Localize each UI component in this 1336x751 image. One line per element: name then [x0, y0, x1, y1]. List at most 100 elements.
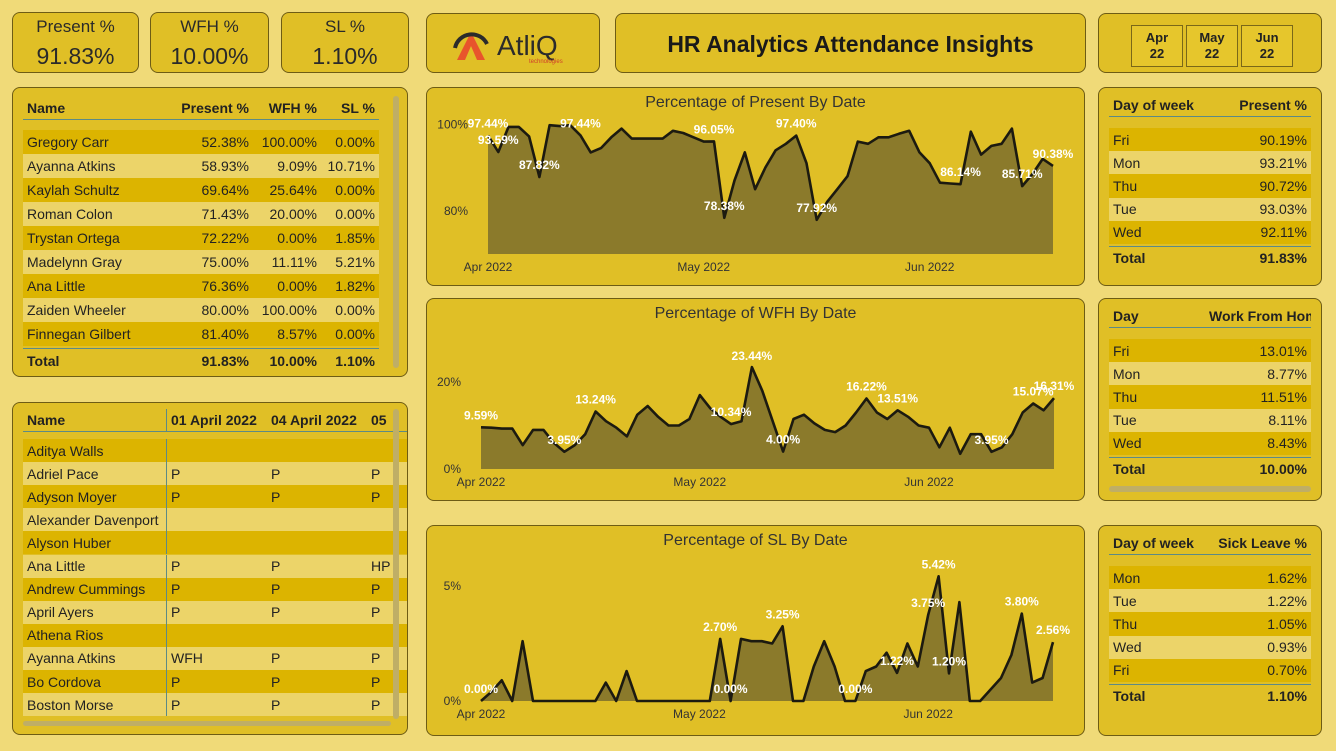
kpi-card: SL % 1.10% — [281, 12, 409, 73]
y-tick-label: 100% — [437, 117, 468, 131]
month-button[interactable]: Apr 22 — [1131, 25, 1183, 67]
table-row: Aditya Walls — [23, 439, 407, 463]
data-label: 0.00% — [838, 682, 872, 696]
table-cell: Name — [27, 99, 66, 116]
table-row: Thu 90.72% — [1109, 174, 1311, 198]
attendance-table: Name 01 April 2022 04 April 2022 05 Aditya W… — [12, 402, 408, 735]
table-cell: Alexander Davenport — [23, 508, 167, 532]
table-cell: P — [171, 604, 181, 621]
table-cell: Aditya Walls — [23, 439, 167, 463]
total-row: Total 91.83% — [1109, 246, 1311, 269]
logo-card: AtliQ technologies — [426, 13, 600, 73]
data-label: 2.70% — [703, 620, 737, 634]
table-cell: Sick Leave % — [1218, 535, 1307, 552]
table-row: Thu 1.05% — [1109, 612, 1311, 636]
chart: Percentage of Present By Date Apr 2022 May… — [437, 94, 1074, 274]
data-label: 16.22% — [846, 380, 887, 394]
chart-card: Percentage of Present By Date Apr 2022 May… — [426, 87, 1085, 286]
dashboard-title: HR Analytics Attendance Insights — [667, 31, 1034, 57]
x-tick-label: Apr 2022 — [464, 260, 513, 274]
table-cell: Ayanna Atkins — [27, 158, 116, 174]
table-cell: 1.22% — [1267, 592, 1307, 609]
table-cell: 05 — [371, 412, 387, 429]
table-row: Tue 93.03% — [1109, 197, 1311, 221]
table-row: Ayanna Atkins 58.93% 9.09% 10.71% — [23, 154, 379, 178]
table-cell: WFH % — [268, 99, 317, 116]
table-cell: 92.11% — [1260, 224, 1307, 241]
table-cell: 100.00% — [261, 134, 317, 150]
table-row: Madelynn Gray 75.00% 11.11% 5.21% — [23, 250, 379, 274]
data-label: 97.44% — [560, 116, 601, 130]
table-cell: P — [371, 696, 381, 713]
data-label: 3.95% — [974, 433, 1008, 447]
table-cell: 8.43% — [1267, 435, 1307, 452]
line — [480, 575, 1055, 703]
data-label: 90.38% — [1033, 147, 1074, 161]
table-cell: 0.00% — [277, 278, 317, 294]
table-cell: Total — [1113, 250, 1146, 267]
x-tick-label: Jun 2022 — [905, 260, 955, 274]
table-row: Trystan Ortega 72.22% 0.00% 1.85% — [23, 226, 379, 250]
table-cell: P — [271, 696, 281, 713]
table-row: Fri 0.70% — [1109, 658, 1311, 682]
table-cell: 8.77% — [1267, 365, 1307, 382]
header-row: Day of week Sick Leave % — [1109, 532, 1311, 556]
table-row: April Ayers P P P — [23, 600, 407, 624]
chart: Percentage of WFH By Date Apr 2022 May 202… — [437, 305, 1075, 489]
table-cell: Kaylah Schultz — [27, 182, 120, 198]
day-table: Day of week Sick Leave % Mon 1.62% Tue 1.22% T… — [1098, 525, 1322, 736]
data-label: 3.75% — [911, 596, 945, 610]
table-cell: Andrew Cummings — [23, 577, 167, 601]
day-table: Day of week Present % Fri 90.19% Mon 93.21% Th… — [1098, 87, 1322, 286]
table-cell: Zaiden Wheeler — [27, 302, 126, 318]
table-cell: SL % — [341, 99, 375, 116]
x-tick-label: Apr 2022 — [457, 707, 506, 721]
data-label: 4.00% — [766, 433, 800, 447]
table-cell: Day — [1113, 308, 1139, 325]
table-row: Alyson Huber — [23, 531, 407, 555]
table-cell: 8.57% — [277, 326, 317, 342]
area — [481, 367, 1054, 469]
chart-title: Percentage of SL By Date — [663, 532, 848, 549]
table-cell: P — [171, 488, 181, 505]
table-cell: 93.21% — [1259, 154, 1307, 171]
header-row: Day of week Present % — [1109, 94, 1311, 118]
y-tick-label: 0% — [444, 462, 462, 476]
table-row: Bo Cordova P P P — [23, 670, 407, 694]
logo-arc — [453, 32, 489, 49]
table-cell: Gregory Carr — [27, 134, 109, 150]
table-cell: 1.82% — [335, 278, 375, 294]
table-cell: Wed — [1113, 224, 1142, 241]
month-button[interactable]: Jun 22 — [1241, 25, 1293, 67]
table-cell: 8.11% — [1268, 412, 1307, 429]
table-cell: 20.00% — [269, 206, 317, 222]
table-row: Ayanna Atkins WFH P P — [23, 646, 407, 670]
kpi-label: WFH % — [180, 17, 239, 36]
table-cell: HP — [371, 558, 391, 575]
chart-title: Percentage of WFH By Date — [655, 305, 857, 322]
table-cell: 91.83% — [1259, 250, 1307, 267]
month-button[interactable]: May 22 — [1186, 25, 1238, 67]
chart-card: Percentage of WFH By Date Apr 2022 May 202… — [426, 298, 1085, 501]
table-row: Finnegan Gilbert 81.40% 8.57% 0.00% — [23, 322, 379, 346]
table-cell: P — [371, 488, 381, 505]
table-row: Wed 8.43% — [1109, 431, 1311, 455]
x-tick-label: Jun 2022 — [904, 707, 954, 721]
table-cell: P — [171, 465, 181, 482]
table-cell: 58.93% — [201, 158, 249, 174]
data-label: 9.59% — [464, 408, 498, 422]
table-row: Thu 11.51% — [1109, 385, 1311, 409]
data-label: 15.07% — [1013, 385, 1054, 399]
data-label: 0.00% — [464, 682, 498, 696]
header-row: Day Work From Home % — [1109, 305, 1311, 329]
table-cell: 0.00% — [335, 326, 375, 342]
table-cell: Fri — [1113, 662, 1130, 679]
table-cell: Wed — [1113, 435, 1142, 452]
kpi-card: Present % 91.83% — [12, 12, 139, 73]
data-label: 78.38% — [704, 199, 745, 213]
table-cell: Name — [23, 409, 167, 432]
table-cell: 10.71% — [327, 158, 375, 174]
table-cell: 90.72% — [1259, 177, 1307, 194]
table-row: Ana Little 76.36% 0.00% 1.82% — [23, 274, 379, 298]
table-cell: Fri — [1113, 342, 1130, 359]
